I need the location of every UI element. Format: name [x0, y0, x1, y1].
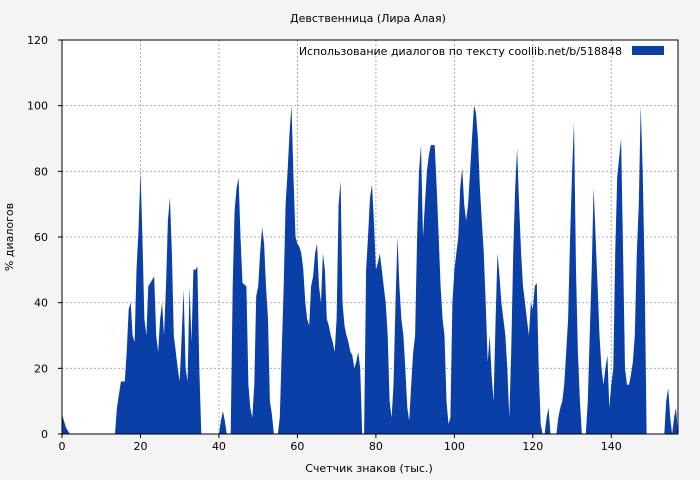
ticks: 0 20 40 60 80 100 120 140 0 20 40 60 80 100 120	[27, 34, 622, 453]
x-tick-label: 100	[444, 440, 465, 453]
x-tick-label: 60	[290, 440, 304, 453]
y-tick-label: 60	[34, 231, 48, 244]
x-axis-label: Счетчик знаков (тыс.)	[305, 462, 433, 475]
y-tick-label: 100	[27, 100, 48, 113]
x-tick-label: 40	[212, 440, 226, 453]
y-axis-label: % диалогов	[3, 203, 16, 271]
chart-title: Девственница (Лира Алая)	[290, 12, 446, 25]
x-tick-label: 20	[133, 440, 147, 453]
y-tick-label: 80	[34, 165, 48, 178]
x-tick-label: 0	[59, 440, 66, 453]
series-area	[62, 105, 678, 434]
x-tick-label: 80	[369, 440, 383, 453]
y-tick-label: 20	[34, 362, 48, 375]
y-tick-label: 120	[27, 34, 48, 47]
y-tick-label: 0	[41, 428, 48, 441]
y-tick-label: 40	[34, 297, 48, 310]
x-tick-label: 140	[601, 440, 622, 453]
x-tick-label: 120	[522, 440, 543, 453]
legend-swatch	[632, 46, 664, 55]
legend: Использование диалогов по тексту coollib…	[299, 45, 664, 58]
legend-label: Использование диалогов по тексту coollib…	[299, 45, 622, 58]
